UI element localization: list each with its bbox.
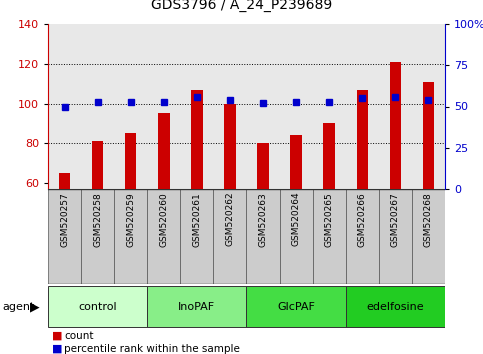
Text: count: count bbox=[64, 331, 94, 341]
Bar bbox=[92, 141, 103, 189]
Text: GSM520266: GSM520266 bbox=[358, 192, 367, 247]
Text: control: control bbox=[78, 302, 117, 312]
Bar bbox=[246, 286, 346, 327]
Bar bbox=[48, 189, 81, 284]
Bar bbox=[257, 143, 269, 189]
Bar bbox=[356, 90, 368, 189]
Text: GSM520259: GSM520259 bbox=[126, 192, 135, 247]
Text: GlcPAF: GlcPAF bbox=[277, 302, 315, 312]
Text: GSM520262: GSM520262 bbox=[226, 192, 234, 246]
Bar bbox=[158, 114, 170, 189]
Text: ▶: ▶ bbox=[30, 300, 40, 313]
Bar bbox=[290, 135, 302, 189]
Bar bbox=[346, 286, 445, 327]
Text: ■: ■ bbox=[52, 344, 62, 354]
Text: GSM520258: GSM520258 bbox=[93, 192, 102, 247]
Text: GSM520268: GSM520268 bbox=[424, 192, 433, 247]
Bar bbox=[280, 189, 313, 284]
Text: edelfosine: edelfosine bbox=[367, 302, 424, 312]
Text: GSM520261: GSM520261 bbox=[192, 192, 201, 247]
Bar bbox=[180, 189, 213, 284]
Text: GSM520265: GSM520265 bbox=[325, 192, 334, 247]
Bar bbox=[125, 133, 137, 189]
Text: percentile rank within the sample: percentile rank within the sample bbox=[64, 344, 240, 354]
Text: GSM520257: GSM520257 bbox=[60, 192, 69, 247]
Bar bbox=[59, 173, 71, 189]
Bar bbox=[147, 189, 180, 284]
Bar bbox=[213, 189, 246, 284]
Text: GSM520264: GSM520264 bbox=[292, 192, 300, 246]
Bar bbox=[324, 124, 335, 189]
Bar bbox=[114, 189, 147, 284]
Bar bbox=[390, 62, 401, 189]
Text: GSM520263: GSM520263 bbox=[258, 192, 268, 247]
Bar bbox=[48, 286, 147, 327]
Text: ■: ■ bbox=[52, 331, 62, 341]
Bar bbox=[412, 189, 445, 284]
Text: GDS3796 / A_24_P239689: GDS3796 / A_24_P239689 bbox=[151, 0, 332, 12]
Bar bbox=[191, 90, 203, 189]
Text: GSM520260: GSM520260 bbox=[159, 192, 168, 247]
Bar bbox=[346, 189, 379, 284]
Bar bbox=[379, 189, 412, 284]
Bar bbox=[81, 189, 114, 284]
Text: GSM520267: GSM520267 bbox=[391, 192, 400, 247]
Bar bbox=[313, 189, 346, 284]
Text: agent: agent bbox=[2, 302, 34, 312]
Text: InoPAF: InoPAF bbox=[178, 302, 215, 312]
Bar bbox=[147, 286, 246, 327]
Bar bbox=[246, 189, 280, 284]
Bar bbox=[423, 82, 434, 189]
Bar bbox=[224, 103, 236, 189]
